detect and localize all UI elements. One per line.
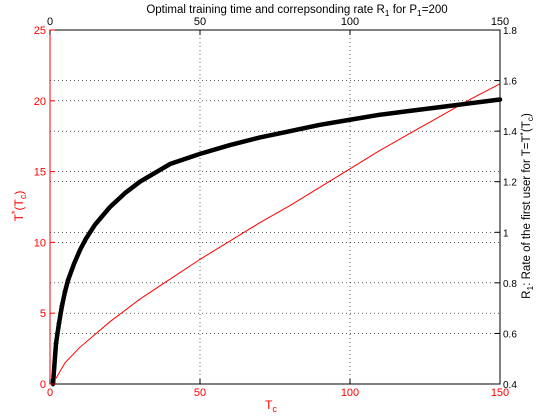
y-left-axis-label: T*(Tc) (10, 191, 28, 222)
y-right-label-mid: : Rate of the first user for T=T (521, 135, 533, 285)
x-top-tick-label: 150 (491, 16, 509, 28)
y-left-label-sup: * (10, 210, 20, 214)
x-top-tick-label: 50 (194, 16, 206, 28)
y-right-tick-label: 1 (503, 228, 509, 239)
y-left-tick-label: 25 (34, 25, 46, 37)
chart-title: Optimal training time and correpsonding … (146, 4, 447, 18)
y-right-label-sub: 1 (525, 286, 535, 291)
title-mid: for P (390, 4, 418, 16)
series-layer (50, 83, 503, 387)
y-right-tick-label: 1.2 (503, 178, 517, 189)
y-right-tick-label: 1.4 (503, 127, 517, 138)
x-top-tick-label: 0 (47, 16, 53, 28)
y-left-label-end: ) (12, 191, 26, 195)
y-right-tick-label: 1.6 (503, 77, 517, 88)
y-left-tick-label: 0 (40, 379, 46, 391)
y-right-label-main: R (521, 291, 533, 299)
y-left-tick-label: 20 (34, 96, 46, 108)
series-line-rate (50, 97, 503, 387)
x-tick-label: 100 (341, 387, 359, 399)
y-left-label-mid: (T (12, 198, 26, 210)
x-tick-label: 150 (491, 387, 509, 399)
title-sub2: 1 (417, 8, 422, 18)
y-right-axis-label: R1: Rate of the first user for T=T*(Tc) (518, 113, 535, 299)
series-line-training-time (55, 83, 501, 379)
y-right-label-paren: (T (521, 121, 533, 132)
x-tick-label: 0 (47, 387, 53, 399)
x-top-tick-label: 100 (341, 16, 359, 28)
y-right-label-sup: * (518, 131, 528, 135)
y-right-tick-label: 1.8 (503, 26, 517, 37)
plot-frame (49, 29, 501, 385)
x-axis-label: Tc (265, 398, 277, 414)
title-end: =200 (422, 4, 448, 16)
rate-marker (59, 303, 65, 309)
y-right-label-end: ) (521, 113, 533, 117)
y-right-tick-label: 0.4 (503, 380, 517, 391)
grid-lines (50, 30, 500, 384)
y-left-tick-label: 15 (34, 167, 46, 179)
rate-marker (56, 320, 62, 326)
y-left-label-sub: c (18, 194, 28, 199)
title-sub1: 1 (385, 8, 390, 18)
y-left-tick-label: 5 (40, 308, 46, 320)
y-right-label-sub2: c (525, 116, 535, 121)
x-axis-label-sub: c (272, 404, 277, 414)
y-left-tick-label: 10 (34, 237, 46, 249)
y-left-label-main: T (12, 213, 26, 221)
rate-marker (65, 277, 71, 283)
y-right-tick-label: 0.6 (503, 329, 517, 340)
title-main: Optimal training time and correpsonding … (146, 4, 384, 16)
x-axis-label-main: T (265, 398, 273, 412)
y-right-tick-label: 0.8 (503, 279, 517, 290)
x-tick-label: 50 (194, 387, 206, 399)
rate-marker (62, 289, 68, 295)
rate-marker (53, 341, 59, 347)
